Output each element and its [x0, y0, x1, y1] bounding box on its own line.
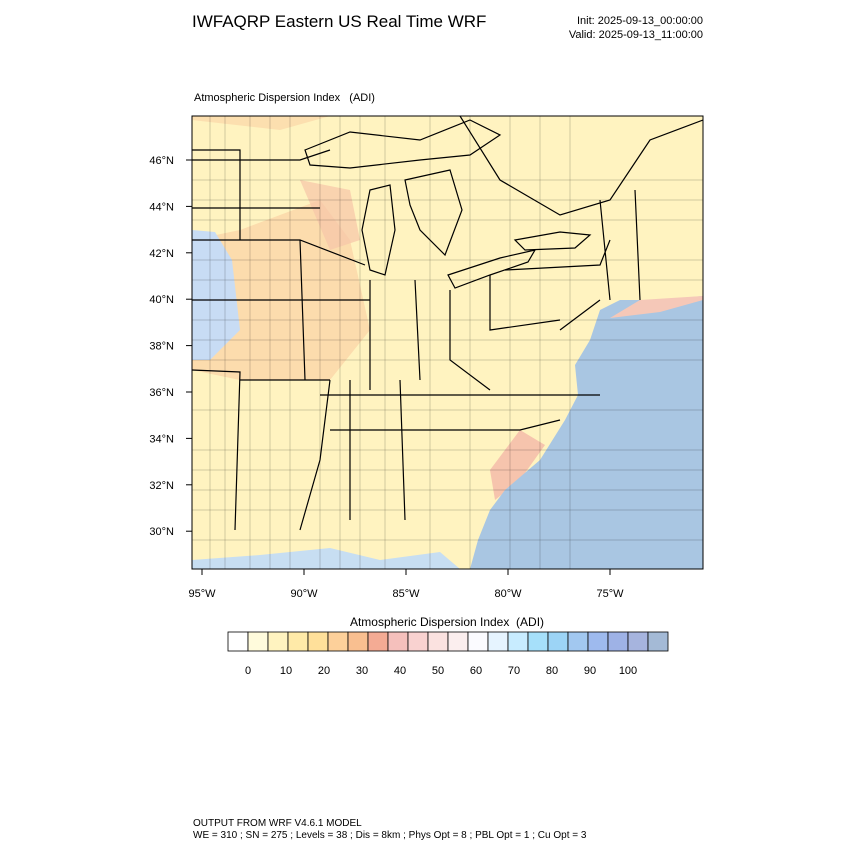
colorbar-box [307, 631, 329, 652]
map-title: Atmospheric Dispersion Index (ADI) [194, 92, 375, 104]
init-time: Init: 2025-09-13_00:00:00 [577, 15, 703, 27]
colorbar-label: 100 [619, 665, 637, 677]
map-frame [191, 115, 704, 570]
colorbar-box [367, 631, 389, 652]
lat-axis: 46°N 44°N 42°N 40°N 38°N 36°N 34°N 32°N 30°N [149, 155, 192, 538]
lat-label: 34°N [149, 433, 174, 445]
lat-label: 46°N [149, 155, 174, 167]
footer-line: OUTPUT FROM WRF V4.6.1 MODEL [193, 818, 362, 829]
colorbar-box [247, 631, 269, 652]
colorbar-box [227, 631, 249, 652]
lat-label: 30°N [149, 526, 174, 538]
colorbar-box [647, 631, 669, 652]
colorbar-box [527, 631, 549, 652]
colorbar-box [287, 631, 309, 652]
colorbar-box [507, 631, 529, 652]
colorbar-box [567, 631, 589, 652]
colorbar-box [347, 631, 369, 652]
colorbar-box [387, 631, 409, 652]
colorbar-label: 90 [584, 665, 596, 677]
colorbar-label: 40 [394, 665, 406, 677]
valid-time: Valid: 2025-09-13_11:00:00 [569, 29, 703, 41]
footer-line: WE = 310 ; SN = 275 ; Levels = 38 ; Dis … [193, 830, 587, 841]
colorbar-label: 0 [245, 665, 251, 677]
colorbar-title: Atmospheric Dispersion Index (ADI) [350, 615, 544, 629]
lon-label: 85°W [392, 588, 420, 600]
colorbar-label: 50 [432, 665, 444, 677]
colorbar-box [487, 631, 509, 652]
colorbar-label: 60 [470, 665, 482, 677]
lat-label: 36°N [149, 387, 174, 399]
colorbar-box [547, 631, 569, 652]
lat-label: 40°N [149, 294, 174, 306]
lat-label: 44°N [149, 201, 174, 213]
lat-label: 42°N [149, 248, 174, 260]
colorbar-box [587, 631, 609, 652]
colorbar-box [607, 631, 629, 652]
lon-label: 95°W [188, 588, 216, 600]
lat-label: 38°N [149, 341, 174, 353]
colorbar-box [327, 631, 349, 652]
colorbar-box [427, 631, 449, 652]
lon-axis: 95°W 90°W 85°W 80°W 75°W [188, 569, 624, 600]
colorbar-label: 10 [280, 665, 292, 677]
map-area [192, 116, 703, 569]
colorbar: 0 10 20 30 40 50 60 70 80 90 100 [227, 631, 669, 677]
lon-label: 80°W [494, 588, 522, 600]
colorbar-label: 20 [318, 665, 330, 677]
colorbar-box [627, 631, 649, 652]
lon-label: 75°W [596, 588, 624, 600]
colorbar-label: 30 [356, 665, 368, 677]
colorbar-label: 70 [508, 665, 520, 677]
lat-label: 32°N [149, 480, 174, 492]
title: IWFAQRP Eastern US Real Time WRF [192, 12, 486, 31]
colorbar-box [447, 631, 469, 652]
colorbar-label: 80 [546, 665, 558, 677]
colorbar-box [407, 631, 429, 652]
colorbar-box [267, 631, 289, 652]
lon-label: 90°W [290, 588, 318, 600]
colorbar-box [467, 631, 489, 652]
